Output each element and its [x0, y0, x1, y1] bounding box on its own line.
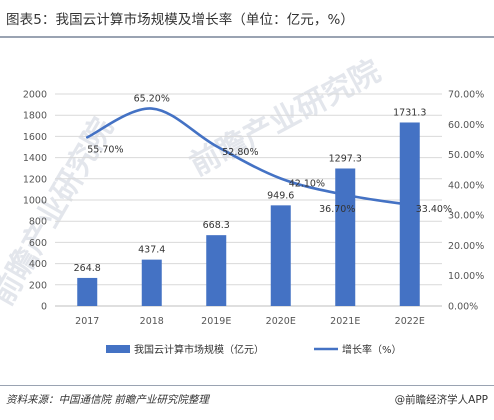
- left-tick-label: 600: [29, 238, 47, 249]
- x-axis: 2017 2018 2019E 2020E 2021E 2022E: [75, 316, 425, 327]
- line-value-label: 52.80%: [222, 147, 258, 158]
- growth-rate-line: [85, 107, 412, 207]
- x-tick-label: 2021E: [330, 316, 360, 327]
- right-tick-label: 70.00%: [448, 90, 484, 101]
- bar-value-label: 668.3: [203, 220, 230, 231]
- left-tick-label: 800: [29, 217, 47, 228]
- right-tick-label: 30.00%: [448, 211, 484, 222]
- line-value-label: 65.20%: [134, 94, 170, 105]
- legend-bar-label: 我国云计算市场规模（亿元）: [134, 343, 264, 356]
- right-tick-label: 0.00%: [448, 302, 478, 313]
- x-tick-label: 2018: [140, 316, 164, 327]
- bar-value-label: 1731.3: [393, 107, 426, 118]
- bar-value-label: 264.8: [74, 263, 101, 274]
- bar-value-label: 1297.3: [329, 153, 362, 164]
- bar-value-label: 437.4: [138, 245, 165, 256]
- line-value-label: 55.70%: [87, 144, 123, 155]
- legend: 我国云计算市场规模（亿元） 增长率（%）: [106, 343, 402, 356]
- brand-credit: @前瞻经济学人APP: [394, 394, 488, 406]
- grid-lines: [55, 93, 442, 307]
- line-value-label: 42.10%: [289, 178, 325, 189]
- source-note: 资料来源：中国通信院 前瞻产业研究院整理: [6, 394, 209, 406]
- left-tick-label: 1400: [23, 153, 47, 164]
- left-tick-label: 1800: [23, 111, 47, 122]
- left-tick-label: 1600: [23, 132, 47, 143]
- left-tick-label: 200: [29, 280, 47, 291]
- x-tick-label: 2020E: [266, 316, 296, 327]
- x-tick-label: 2022E: [395, 316, 425, 327]
- right-tick-label: 20.00%: [448, 241, 484, 252]
- bar-series: [77, 122, 420, 306]
- bar-2021E: [335, 168, 356, 306]
- x-tick-label: 2017: [75, 316, 99, 327]
- left-tick-label: 400: [29, 259, 47, 270]
- right-tick-label: 60.00%: [448, 120, 484, 131]
- left-tick-label: 1200: [23, 174, 47, 185]
- bar-2019E: [206, 235, 227, 306]
- bar-value-label: 949.6: [267, 190, 294, 201]
- footer-divider: [0, 385, 494, 386]
- right-tick-label: 40.00%: [448, 180, 484, 191]
- title-divider: [0, 36, 494, 38]
- line-value-label: 33.40%: [416, 204, 452, 215]
- x-tick-label: 2019E: [201, 316, 231, 327]
- line-value-label: 36.70%: [319, 204, 355, 215]
- left-tick-label: 0: [41, 302, 47, 313]
- right-tick-label: 10.00%: [448, 271, 484, 282]
- right-tick-label: 50.00%: [448, 150, 484, 161]
- data-labels: 264.8 437.4 668.3 949.6 1297.3 1731.3 55.70% 65…: [74, 94, 452, 274]
- line-series: [85, 107, 412, 207]
- chart-title: 图表5：我国云计算市场规模及增长率（单位：亿元，%）: [6, 12, 355, 28]
- bar-2017: [77, 277, 98, 306]
- right-axis: 0.00% 10.00% 20.00% 30.00% 40.00% 50.00% 60.00…: [448, 90, 484, 313]
- bar-2022E: [399, 122, 420, 306]
- left-tick-label: 1000: [23, 196, 47, 207]
- legend-line-label: 增长率（%）: [342, 343, 402, 356]
- legend-bar-swatch: [106, 345, 130, 353]
- bar-2018: [141, 259, 162, 306]
- bar-2020E: [270, 205, 291, 306]
- left-axis: 0 200 400 600 800 1000 1200 1400 1600 1800 2000: [23, 90, 47, 313]
- left-tick-label: 2000: [23, 90, 47, 101]
- watermark-text-2: 前瞻产业研究院: [0, 112, 121, 311]
